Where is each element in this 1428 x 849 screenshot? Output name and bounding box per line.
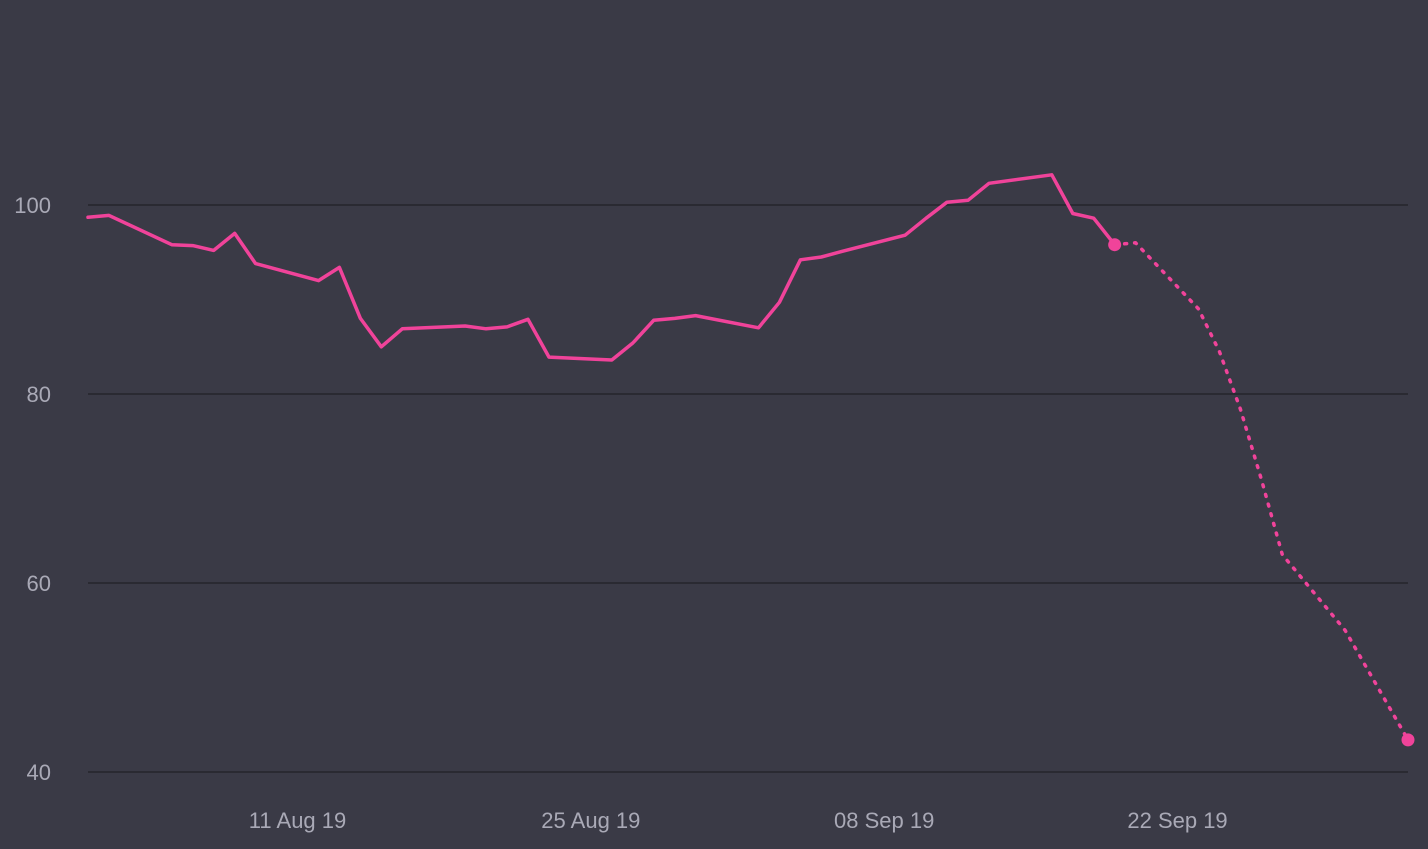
series-line-actual bbox=[86, 173, 1117, 362]
y-tick-label: 80 bbox=[27, 382, 51, 407]
y-tick-label: 40 bbox=[27, 760, 51, 785]
y-tick-label: 60 bbox=[27, 571, 51, 596]
x-tick-label: 25 Aug 19 bbox=[541, 808, 640, 833]
x-tick-label: 11 Aug 19 bbox=[249, 808, 346, 833]
x-tick-label: 22 Sep 19 bbox=[1127, 808, 1227, 833]
series-point-marker bbox=[1108, 238, 1122, 252]
grid-lines bbox=[88, 204, 1408, 773]
x-axis: 11 Aug 19 25 Aug 19 08 Sep 19 22 Sep 19 bbox=[249, 808, 1228, 833]
series-layer bbox=[86, 173, 1415, 747]
series-line-forecast bbox=[1112, 241, 1410, 742]
y-axis: 40 60 80 100 bbox=[14, 193, 51, 785]
x-tick-label: 08 Sep 19 bbox=[834, 808, 934, 833]
series-point-marker bbox=[1401, 733, 1415, 747]
y-tick-label: 100 bbox=[14, 193, 51, 218]
